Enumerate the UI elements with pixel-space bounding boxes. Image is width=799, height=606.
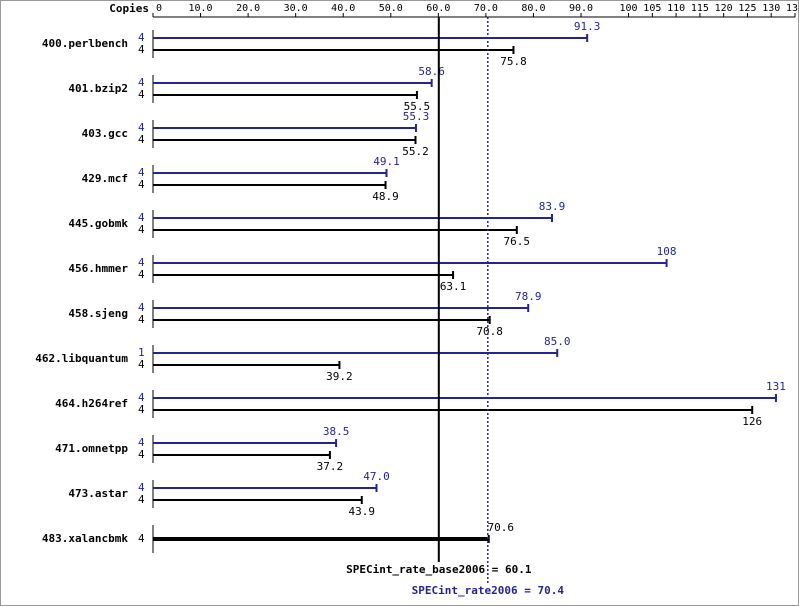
value-label: 43.9 xyxy=(349,505,376,518)
copies: 4 xyxy=(138,256,145,269)
value-label: 38.5 xyxy=(323,425,350,438)
x-tick-label: 115 xyxy=(691,3,709,14)
copies: 4 xyxy=(138,481,145,494)
value-label: 91.3 xyxy=(574,20,601,33)
reference-label: SPECint_rate2006 = 70.4 xyxy=(412,584,565,597)
value-label: 55.3 xyxy=(403,110,430,123)
value-label: 70.6 xyxy=(487,521,514,534)
value-label: 85.0 xyxy=(544,335,571,348)
benchmark-name: 445.gobmk xyxy=(68,217,128,230)
copies: 4 xyxy=(138,133,145,146)
value-label: 83.9 xyxy=(539,200,566,213)
reference-label: SPECint_rate_base2006 = 60.1 xyxy=(346,563,532,576)
x-tick-label: 80.0 xyxy=(521,3,545,14)
copies: 4 xyxy=(138,211,145,224)
x-tick-label: 135 xyxy=(786,3,799,14)
benchmark-name: 473.astar xyxy=(68,487,128,500)
benchmark-name: 471.omnetpp xyxy=(55,442,128,455)
x-tick-label: 30.0 xyxy=(284,3,308,14)
x-tick-label: 70.0 xyxy=(474,3,498,14)
copies: 4 xyxy=(138,493,145,506)
x-tick-label: 90.0 xyxy=(569,3,593,14)
benchmark-name: 458.sjeng xyxy=(68,307,128,320)
x-tick-label: 10.0 xyxy=(189,3,213,14)
value-label: 70.8 xyxy=(476,325,503,338)
benchmark-name: 464.h264ref xyxy=(55,397,128,410)
copies: 4 xyxy=(138,391,145,404)
value-label: 55.5 xyxy=(404,100,431,113)
benchmark-name: 400.perlbench xyxy=(42,37,128,50)
copies: 4 xyxy=(138,43,145,56)
copies: 4 xyxy=(138,436,145,449)
value-label: 47.0 xyxy=(363,470,390,483)
x-tick-label: 60.0 xyxy=(426,3,450,14)
x-tick-label: 130 xyxy=(762,3,780,14)
benchmark-name: 403.gcc xyxy=(82,127,128,140)
copies: 4 xyxy=(138,76,145,89)
x-tick-label: 100 xyxy=(620,3,638,14)
copies: 4 xyxy=(138,166,145,179)
value-label: 49.1 xyxy=(373,155,400,168)
value-label: 39.2 xyxy=(326,370,353,383)
x-tick-label: 105 xyxy=(643,3,661,14)
copies: 4 xyxy=(138,31,145,44)
value-label: 126 xyxy=(742,415,762,428)
x-tick-label: 110 xyxy=(667,3,685,14)
value-label: 55.2 xyxy=(402,145,429,158)
copies: 4 xyxy=(138,121,145,134)
value-label: 37.2 xyxy=(317,460,344,473)
copies: 4 xyxy=(138,223,145,236)
copies: 4 xyxy=(138,301,145,314)
copies: 4 xyxy=(138,448,145,461)
x-tick-label: 0 xyxy=(156,3,162,14)
value-label: 75.8 xyxy=(500,55,527,68)
copies: 4 xyxy=(138,313,145,326)
copies: 4 xyxy=(138,358,145,371)
value-label: 76.5 xyxy=(504,235,531,248)
x-tick-label: 120 xyxy=(715,3,733,14)
copies: 4 xyxy=(138,88,145,101)
value-label: 58.6 xyxy=(418,65,445,78)
value-label: 63.1 xyxy=(440,280,467,293)
copies: 4 xyxy=(138,403,145,416)
copies: 4 xyxy=(138,178,145,191)
x-tick-label: 40.0 xyxy=(331,3,355,14)
benchmark-name: 429.mcf xyxy=(82,172,128,185)
benchmark-name: 483.xalancbmk xyxy=(42,532,128,545)
copies: 1 xyxy=(138,346,145,359)
x-tick-label: 125 xyxy=(738,3,756,14)
benchmark-name: 456.hmmer xyxy=(68,262,128,275)
copies: 4 xyxy=(138,532,145,545)
benchmark-name: 462.libquantum xyxy=(35,352,128,365)
value-label: 131 xyxy=(766,380,786,393)
x-tick-label: 20.0 xyxy=(236,3,260,14)
value-label: 78.9 xyxy=(515,290,542,303)
copies-header: Copies xyxy=(109,2,149,15)
benchmark-name: 401.bzip2 xyxy=(68,82,128,95)
value-label: 48.9 xyxy=(372,190,399,203)
x-tick-label: 50.0 xyxy=(379,3,403,14)
copies: 4 xyxy=(138,268,145,281)
value-label: 108 xyxy=(657,245,677,258)
